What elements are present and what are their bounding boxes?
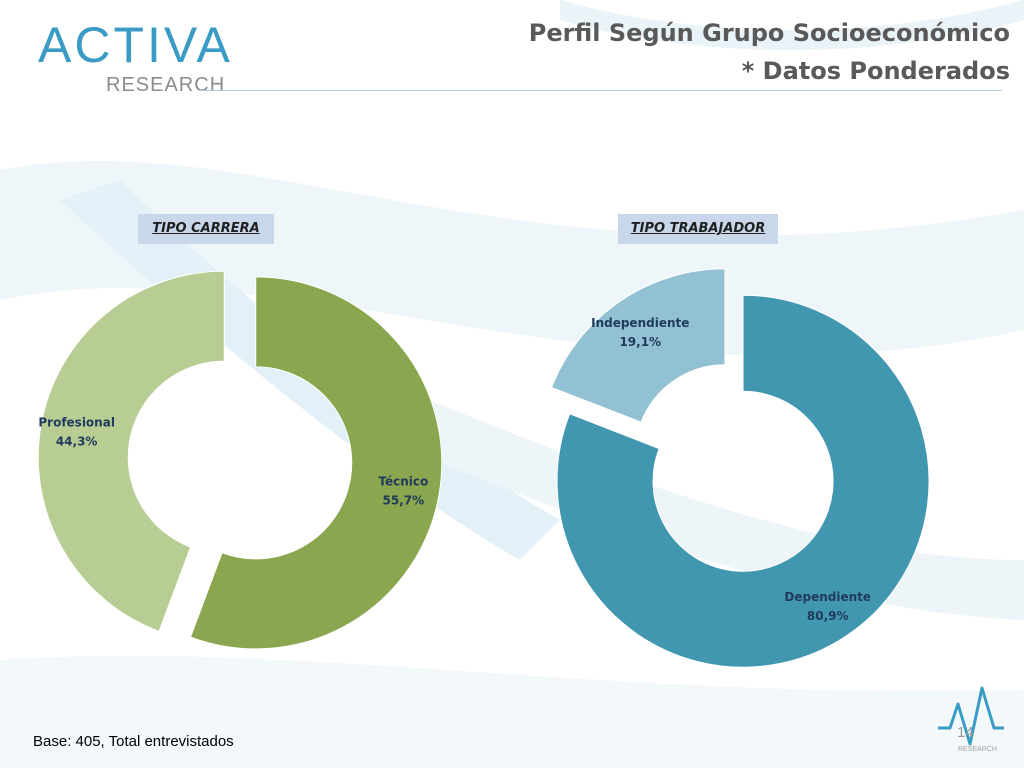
slice-value-independiente: 19,1% — [619, 335, 661, 349]
slice-label-dependiente: Dependiente — [784, 590, 871, 604]
donut-slice-independiente — [550, 268, 726, 423]
slide-title: Perfil Según Grupo Socioeconómico * Dato… — [529, 14, 1010, 90]
footer-logo-icon — [938, 686, 1004, 746]
footer-logo-subtext: RESEARCH — [958, 746, 997, 753]
slice-value-profesional: 44,3% — [56, 434, 98, 448]
chart-title-tipo-carrera: TIPO CARRERA — [138, 214, 274, 244]
slice-label-tecnico: Técnico — [378, 475, 428, 489]
activa-research-logo: ACTIVA RESEARCH — [30, 16, 230, 108]
slice-value-tecnico: 55,7% — [383, 494, 425, 508]
title-divider — [200, 90, 1002, 91]
base-note: Base: 405, Total entrevistados — [33, 733, 234, 750]
page-number: 14 — [957, 724, 974, 741]
donut-slice-profesional — [37, 270, 225, 632]
title-line-1: Perfil Según Grupo Socioeconómico — [528, 19, 1010, 47]
slice-label-profesional: Profesional — [38, 415, 115, 429]
title-line-2: * Datos Ponderados — [741, 57, 1010, 85]
chart-title-tipo-trabajador: TIPO TRABAJADOR — [618, 214, 778, 244]
donut-slice-dependiente — [556, 294, 930, 668]
donut-slice-tecnico — [189, 276, 443, 650]
slice-label-independiente: Independiente — [591, 316, 689, 330]
slice-value-dependiente: 80,9% — [807, 609, 849, 623]
logo-subtext: RESEARCH — [106, 74, 226, 96]
logo-wordmark: ACTIVA — [38, 17, 233, 73]
